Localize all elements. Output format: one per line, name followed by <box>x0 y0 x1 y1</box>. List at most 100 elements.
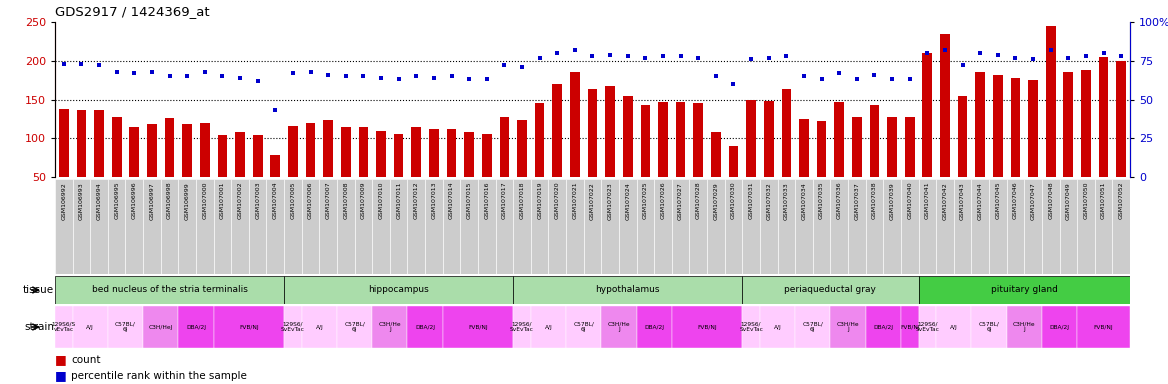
Bar <box>918 276 1129 304</box>
Point <box>319 72 338 78</box>
Bar <box>214 179 231 274</box>
Text: C57BL/
6J: C57BL/ 6J <box>802 322 823 332</box>
Point <box>654 53 673 59</box>
Bar <box>764 101 773 177</box>
Bar <box>936 179 954 274</box>
Bar <box>373 306 408 348</box>
Text: GSM107025: GSM107025 <box>642 182 648 220</box>
Text: A/J: A/J <box>544 324 552 329</box>
Bar <box>1024 179 1042 274</box>
Point <box>354 73 373 79</box>
Point <box>953 62 972 68</box>
Bar <box>336 306 373 348</box>
Point <box>142 68 161 74</box>
Bar <box>743 276 918 304</box>
Text: DBA/2J: DBA/2J <box>645 324 665 329</box>
Text: GSM107035: GSM107035 <box>819 182 825 220</box>
Bar <box>602 179 619 274</box>
Bar <box>411 127 422 177</box>
Bar <box>517 120 527 177</box>
Point <box>618 53 637 59</box>
Bar <box>55 179 72 274</box>
Text: GSM106995: GSM106995 <box>114 182 119 220</box>
Bar <box>336 179 355 274</box>
Point <box>548 50 566 56</box>
Bar <box>689 179 707 274</box>
Point <box>266 107 285 113</box>
Text: C3H/He
J: C3H/He J <box>607 322 631 332</box>
Bar <box>672 179 689 274</box>
Text: GSM107000: GSM107000 <box>202 182 207 219</box>
Text: GSM107013: GSM107013 <box>431 182 437 220</box>
Bar <box>566 179 584 274</box>
Bar <box>918 306 936 348</box>
Bar <box>284 306 301 348</box>
Bar <box>284 179 301 274</box>
Point <box>195 68 214 74</box>
Bar <box>743 179 760 274</box>
Bar <box>319 179 336 274</box>
Bar <box>217 135 228 177</box>
Bar <box>1082 70 1091 177</box>
Bar <box>429 129 439 177</box>
Bar <box>1042 179 1059 274</box>
Point <box>637 55 655 61</box>
Text: GSM107003: GSM107003 <box>255 182 260 220</box>
Bar <box>460 179 478 274</box>
Bar <box>918 179 936 274</box>
Point <box>284 70 303 76</box>
Text: GSM106998: GSM106998 <box>167 182 172 220</box>
Bar <box>993 75 1002 177</box>
Bar <box>252 135 263 177</box>
Text: GSM107019: GSM107019 <box>537 182 542 220</box>
Text: C3H/He
J: C3H/He J <box>378 322 401 332</box>
Text: GSM106997: GSM106997 <box>150 182 154 220</box>
Bar <box>552 84 562 177</box>
Text: GSM107027: GSM107027 <box>679 182 683 220</box>
Bar <box>196 179 214 274</box>
Bar <box>1112 179 1129 274</box>
Bar <box>958 96 967 177</box>
Text: A/J: A/J <box>950 324 958 329</box>
Bar <box>72 306 107 348</box>
Text: DBA/2J: DBA/2J <box>1050 324 1070 329</box>
Bar <box>940 34 950 177</box>
Text: GSM107033: GSM107033 <box>784 182 788 220</box>
Bar <box>324 121 333 177</box>
Point <box>90 62 109 68</box>
Text: GSM107022: GSM107022 <box>590 182 595 220</box>
Bar <box>55 306 72 348</box>
Text: hypothalamus: hypothalamus <box>596 285 660 295</box>
Text: bed nucleus of the stria terminalis: bed nucleus of the stria terminalis <box>91 285 248 295</box>
Bar <box>1077 179 1094 274</box>
Text: C57BL/
6J: C57BL/ 6J <box>573 322 595 332</box>
Text: FVB/NJ: FVB/NJ <box>468 324 488 329</box>
Point <box>336 73 355 79</box>
Text: GSM107028: GSM107028 <box>696 182 701 220</box>
Text: GSM107050: GSM107050 <box>1084 182 1089 219</box>
Point <box>55 61 74 67</box>
Text: GSM107030: GSM107030 <box>731 182 736 220</box>
Bar <box>905 118 915 177</box>
Bar <box>813 179 830 274</box>
Text: ■: ■ <box>55 369 67 382</box>
Point <box>583 53 602 59</box>
Bar <box>235 132 245 177</box>
Point <box>724 81 743 87</box>
Bar <box>781 89 791 177</box>
Point <box>1023 56 1042 62</box>
Text: GSM107051: GSM107051 <box>1101 182 1106 219</box>
Point <box>513 64 531 70</box>
Text: GSM106993: GSM106993 <box>79 182 84 220</box>
Bar <box>830 306 865 348</box>
Text: C3H/He
J: C3H/He J <box>1013 322 1036 332</box>
Bar <box>359 127 368 177</box>
Text: periaqueductal gray: periaqueductal gray <box>785 285 876 295</box>
Bar <box>799 119 808 177</box>
Point <box>495 62 514 68</box>
Bar <box>923 53 932 177</box>
Point <box>901 76 919 83</box>
Text: GSM107045: GSM107045 <box>995 182 1000 220</box>
Bar <box>1045 26 1056 177</box>
Bar <box>1010 78 1021 177</box>
